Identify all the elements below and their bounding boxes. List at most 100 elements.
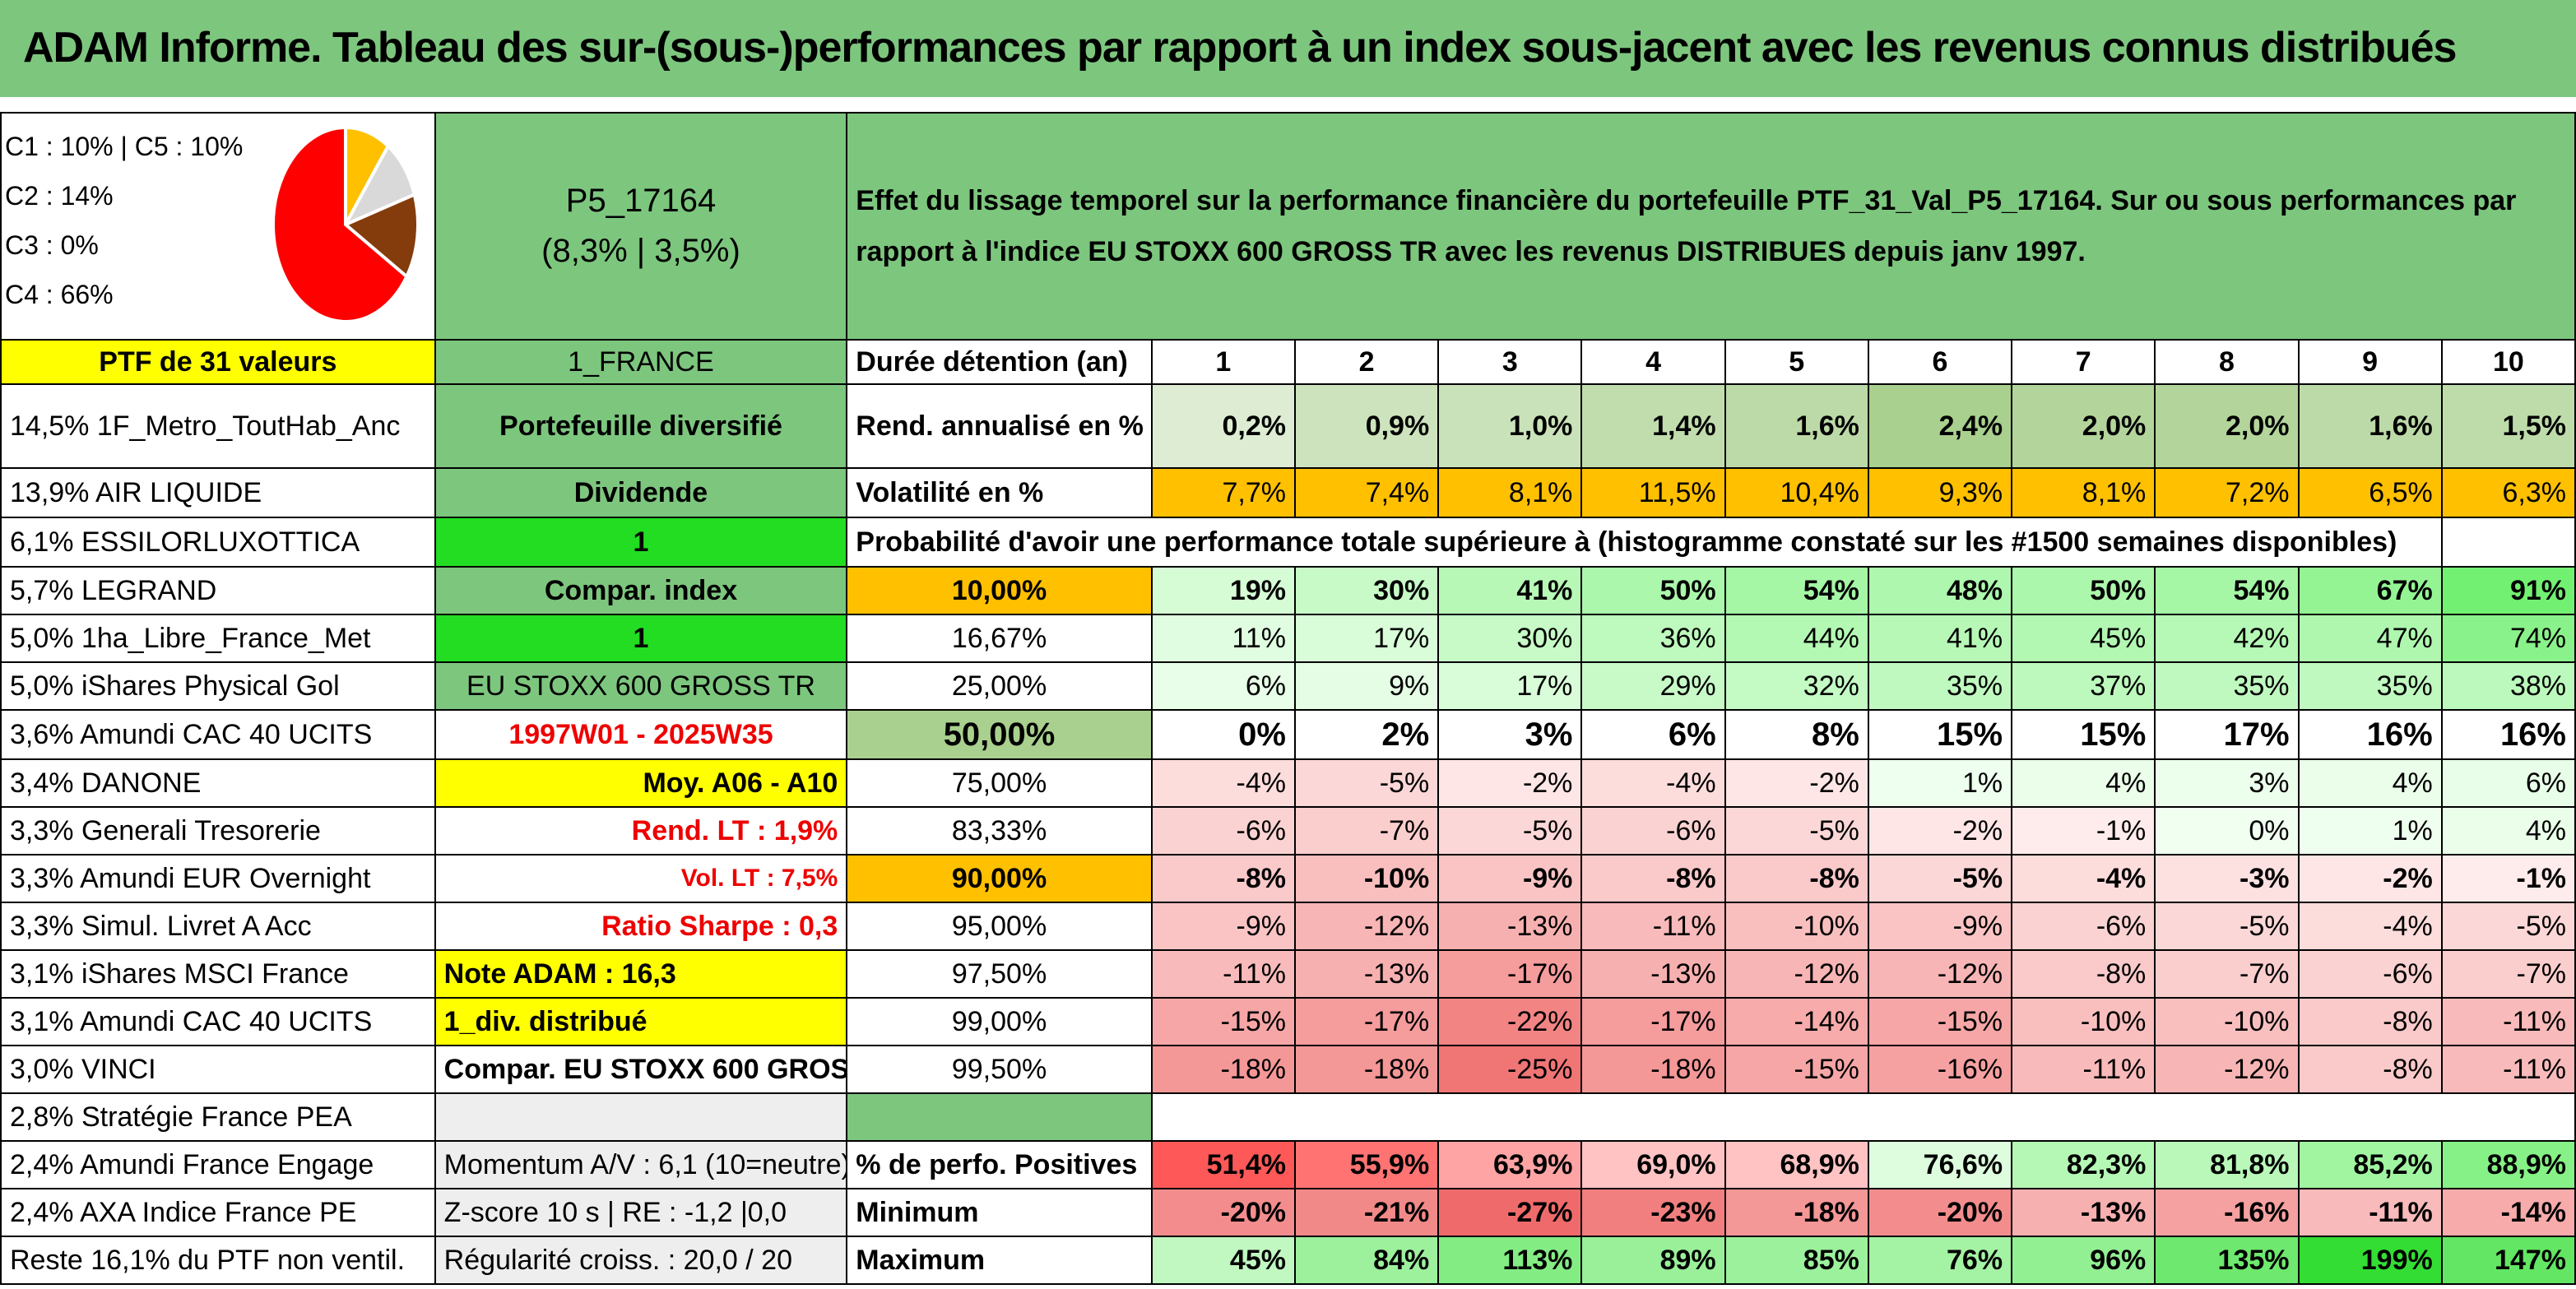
probability-value: -4% — [2297, 902, 2443, 951]
year-header: 6 — [1867, 339, 2013, 385]
pie-slice-c2 — [342, 192, 420, 280]
holding-item: 2,4% Amundi France Engage — [0, 1140, 436, 1189]
vol-value: 7,7% — [1150, 467, 1296, 518]
probability-value: -16% — [1867, 1045, 2013, 1094]
probability-value: -12% — [2154, 1045, 2300, 1094]
probability-value: -11% — [2440, 997, 2576, 1046]
probability-value: 35% — [2154, 661, 2300, 711]
probability-value: 74% — [2440, 614, 2576, 663]
holding-item: 5,0% iShares Physical Gol — [0, 661, 436, 711]
info-cell: Z-score 10 s | RE : -1,2 |0,0 — [434, 1188, 848, 1237]
performance-table: C1 : 10% | C5 : 10% C2 : 14% C3 : 0% C4 : 6… — [0, 112, 2576, 1285]
probability-value: 48% — [1867, 566, 2013, 615]
probability-value: -2% — [1724, 758, 1869, 808]
probability-value: -8% — [2297, 1045, 2443, 1094]
table-row: PTF de 31 valeurs 1_FRANCE Durée détention… — [0, 339, 2576, 385]
pos-value: 76,6% — [1867, 1140, 2013, 1189]
vol-label: Volatilité en % — [846, 467, 1153, 518]
probability-value: -10% — [1724, 902, 1869, 951]
probability-value: 67% — [2297, 566, 2443, 615]
probability-value: 35% — [1867, 661, 2013, 711]
probability-value: 32% — [1724, 661, 1869, 711]
probability-value: -7% — [1293, 806, 1440, 855]
probability-value: -18% — [1150, 1045, 1296, 1094]
table-row: 3,6% Amundi CAC 40 UCITS 1997W01 - 2025W3… — [0, 709, 2576, 760]
table-row: 5,0% iShares Physical Gol EU STOXX 600 GR… — [0, 661, 2576, 711]
probability-threshold: 83,33% — [846, 806, 1153, 855]
table-row: 2,8% Stratégie France PEA — [0, 1092, 2576, 1142]
pos-value: 51,4% — [1150, 1140, 1296, 1189]
portfolio-id-cell: P5_17164 (8,3% | 3,5%) — [434, 112, 848, 341]
probability-value: 50% — [2011, 566, 2156, 615]
probability-value: -4% — [2011, 854, 2156, 903]
max-value: 96% — [2011, 1236, 2156, 1285]
probability-label: Probabilité d'avoir une performance tota… — [846, 517, 2443, 568]
holding-item: 2,4% AXA Indice France PE — [0, 1188, 436, 1237]
probability-value: -7% — [2154, 949, 2300, 999]
probability-value: -25% — [1437, 1045, 1583, 1094]
table-row: 3,3% Simul. Livret A Acc Ratio Sharpe : 0… — [0, 902, 2576, 951]
probability-value: -11% — [1150, 949, 1296, 999]
probability-value: -5% — [1293, 758, 1440, 808]
table-row: 14,5% 1F_Metro_ToutHab_Anc Portefeuille d… — [0, 383, 2576, 469]
probability-value: 54% — [2154, 566, 2300, 615]
probability-value: -5% — [2440, 902, 2576, 951]
probability-threshold: 99,00% — [846, 997, 1153, 1046]
probability-value: 30% — [1293, 566, 1440, 615]
pie-legend: C1 : 10% | C5 : 10% C2 : 14% C3 : 0% C4 : 6… — [5, 122, 431, 319]
probability-value: -10% — [1293, 854, 1440, 903]
probability-value: 42% — [2154, 614, 2300, 663]
table-row: 13,9% AIR LIQUIDE Dividende Volatilité en … — [0, 467, 2576, 518]
probability-value: 36% — [1580, 614, 1726, 663]
probability-value: 41% — [1437, 566, 1583, 615]
info-cell: 1997W01 - 2025W35 — [434, 709, 848, 760]
probability-value: -17% — [1437, 949, 1583, 999]
probability-value: 47% — [2297, 614, 2443, 663]
duration-label: Durée détention (an) — [846, 339, 1153, 385]
min-value: -16% — [2154, 1188, 2300, 1237]
probability-value: 15% — [2011, 709, 2156, 760]
probability-value: 45% — [2011, 614, 2156, 663]
vol-value: 8,1% — [1437, 467, 1583, 518]
legend-item: C4 : 66% — [5, 280, 114, 309]
probability-threshold: 50,00% — [846, 709, 1153, 760]
min-value: -11% — [2297, 1188, 2443, 1237]
vol-value: 7,4% — [1293, 467, 1440, 518]
year-header: 4 — [1580, 339, 1726, 385]
info-cell: Note ADAM : 16,3 — [434, 949, 848, 999]
info-cell: 1 — [434, 517, 848, 568]
year-header: 2 — [1293, 339, 1440, 385]
pos-value: 85,2% — [2297, 1140, 2443, 1189]
probability-value: -6% — [1580, 806, 1726, 855]
pie-legend-cell: C1 : 10% | C5 : 10% C2 : 14% C3 : 0% C4 : 6… — [0, 112, 436, 341]
probability-threshold: 90,00% — [846, 854, 1153, 903]
probability-value: -15% — [1867, 997, 2013, 1046]
info-cell: 1 — [434, 614, 848, 663]
holding-item: 3,3% Generali Tresorerie — [0, 806, 436, 855]
rend-value: 1,5% — [2440, 383, 2576, 469]
holding-item: 3,3% Amundi EUR Overnight — [0, 854, 436, 903]
probability-value: -17% — [1293, 997, 1440, 1046]
probability-value: 15% — [1867, 709, 2013, 760]
probability-value: -7% — [2440, 949, 2576, 999]
max-value: 147% — [2440, 1236, 2576, 1285]
probability-value: -8% — [1724, 854, 1869, 903]
probability-value: -5% — [1867, 854, 2013, 903]
rend-value: 2,0% — [2154, 383, 2300, 469]
ptf-label: PTF de 31 valeurs — [0, 339, 436, 385]
vol-value: 6,5% — [2297, 467, 2443, 518]
probability-value: 9% — [1293, 661, 1440, 711]
probability-value: 54% — [1724, 566, 1869, 615]
rend-value: 0,2% — [1150, 383, 1296, 469]
probability-value: 6% — [1580, 709, 1726, 760]
pie-slice-c4 — [272, 125, 409, 323]
probability-value: 30% — [1437, 614, 1583, 663]
info-cell: Dividende — [434, 467, 848, 518]
rend-value: 1,4% — [1580, 383, 1726, 469]
probability-threshold: 10,00% — [846, 566, 1153, 615]
probability-value: -15% — [1150, 997, 1296, 1046]
pos-value: 82,3% — [2011, 1140, 2156, 1189]
probability-value: 6% — [1150, 661, 1296, 711]
probability-threshold: 99,50% — [846, 1045, 1153, 1094]
